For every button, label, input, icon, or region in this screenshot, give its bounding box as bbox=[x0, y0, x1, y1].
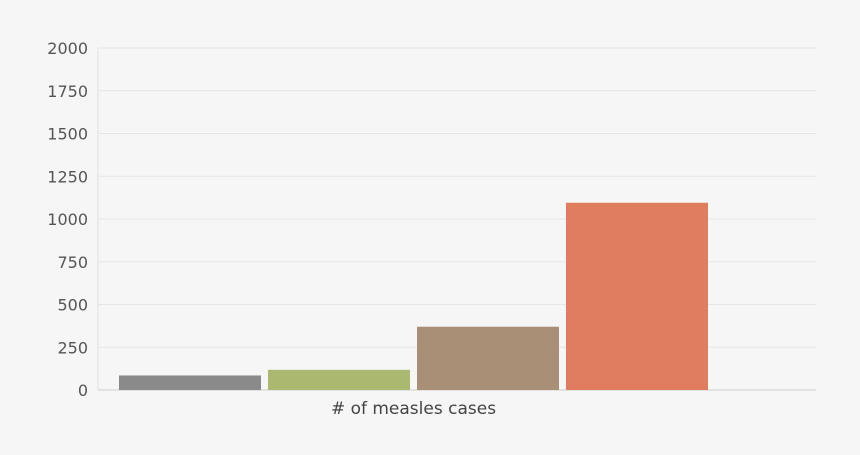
bars bbox=[119, 202, 708, 390]
bar-series-1[interactable] bbox=[119, 375, 261, 390]
x-category-label: # of measles cases bbox=[331, 399, 496, 419]
bar-series-4[interactable] bbox=[566, 202, 708, 390]
y-tick-label: 1500 bbox=[47, 125, 88, 144]
y-tick-label: 1000 bbox=[47, 210, 88, 229]
y-tick-label: 250 bbox=[57, 338, 88, 357]
y-tick-label: 2000 bbox=[47, 39, 88, 58]
bar-series-3[interactable] bbox=[417, 326, 559, 390]
y-tick-label: 750 bbox=[57, 253, 88, 272]
y-tick-label: 500 bbox=[57, 296, 88, 315]
y-tick-label: 1250 bbox=[47, 167, 88, 186]
y-tick-labels: 0 250 500 750 1000 1250 1500 1750 2000 bbox=[47, 39, 88, 400]
y-tick-label: 1750 bbox=[47, 82, 88, 101]
y-tick-label: 0 bbox=[78, 381, 88, 400]
bar-series-2[interactable] bbox=[268, 369, 410, 390]
gridlines bbox=[98, 47, 816, 391]
